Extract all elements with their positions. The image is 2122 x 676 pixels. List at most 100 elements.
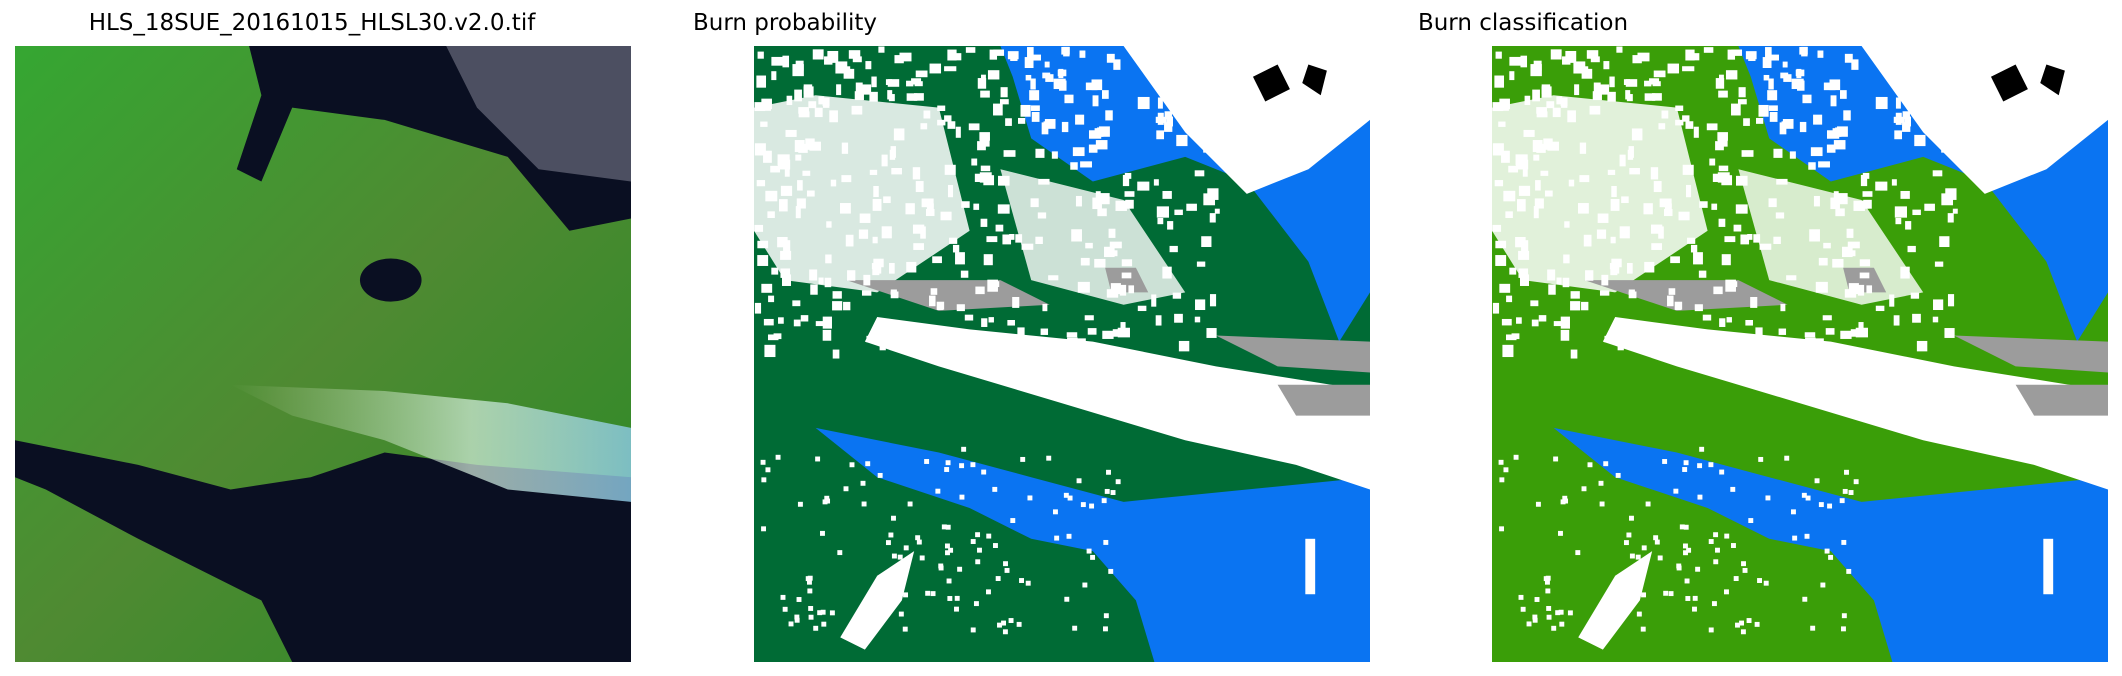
cloud-speckle (808, 605, 814, 611)
cloud-speckle (1053, 344, 1061, 355)
burn-classification-map (1492, 46, 2108, 662)
cloud-speckle (1713, 286, 1723, 295)
cloud-speckle (797, 501, 803, 507)
cloud-speckle (1805, 337, 1816, 349)
cloud-speckle (1200, 48, 1209, 58)
cloud-speckle (1518, 185, 1531, 196)
cloud-speckle (1668, 288, 1676, 295)
cloud-speckle (1164, 55, 1172, 64)
cloud-speckle (1061, 121, 1069, 133)
cloud-speckle (1721, 254, 1731, 266)
cloud-speckle (906, 261, 917, 273)
cloud-speckle (823, 100, 830, 108)
cloud-speckle (1533, 154, 1540, 161)
cloud-speckle (1536, 111, 1548, 118)
cloud-speckle (1679, 524, 1685, 530)
cloud-speckle (1658, 340, 1669, 349)
cloud-speckle (907, 501, 913, 507)
cloud-speckle (1724, 533, 1730, 539)
cloud-speckle (992, 543, 998, 548)
cloud-speckle (1853, 479, 1859, 485)
cloud-speckle (1536, 143, 1546, 153)
cloud-speckle (1815, 281, 1828, 293)
cloud-speckle (1574, 84, 1580, 96)
cloud-speckle (968, 123, 980, 131)
cloud-speckle (1844, 469, 1849, 475)
cloud-speckle (1492, 302, 1500, 314)
cloud-speckle (761, 526, 767, 532)
cloud-speckle (767, 211, 775, 218)
cloud-speckle (1670, 256, 1680, 264)
cloud-speckle (916, 539, 922, 545)
cloud-speckle (1857, 284, 1865, 296)
cloud-speckle (1661, 110, 1669, 119)
cloud-speckle (1551, 625, 1557, 631)
cloud-speckle (782, 606, 788, 612)
cloud-speckle (1604, 335, 1612, 343)
cloud-speckle (1762, 57, 1772, 68)
cloud-speckle (1952, 208, 1958, 214)
cloud-speckle (848, 50, 861, 59)
cloud-speckle (1875, 305, 1885, 312)
cloud-speckle (778, 199, 788, 212)
cloud-speckle (843, 486, 849, 492)
cloud-speckle (1947, 294, 1955, 307)
cloud-speckle (1699, 350, 1710, 362)
cloud-speckle (798, 111, 810, 118)
cloud-speckle (1577, 203, 1589, 214)
cloud-speckle (1043, 121, 1055, 127)
cloud-speckle (987, 70, 1000, 80)
cloud-speckle (1740, 629, 1746, 635)
cloud-speckle (1724, 589, 1729, 595)
cloud-speckle (1095, 140, 1108, 150)
cloud-speckle (1141, 55, 1150, 64)
cloud-speckle (948, 547, 954, 553)
cloud-speckle (1682, 164, 1694, 175)
cloud-speckle (1157, 97, 1163, 109)
cloud-shadow-area (2015, 384, 2108, 416)
cloud-speckle (1051, 151, 1058, 159)
cloud-speckle (1530, 300, 1539, 307)
cloud-speckle (1162, 190, 1172, 199)
cloud-speckle (1939, 122, 1950, 130)
cloud-speckle (1174, 313, 1183, 323)
cloud-speckle (1092, 197, 1102, 210)
cloud-speckle (754, 302, 762, 314)
cloud-speckle (1889, 294, 1895, 307)
cloud-speckle (1565, 50, 1577, 63)
cloud-speckle (1745, 319, 1753, 326)
cloud-speckle (780, 594, 786, 600)
cloud-speckle (1718, 218, 1726, 227)
cloud-speckle (1498, 459, 1504, 465)
cloud-speckle (1673, 353, 1682, 362)
cloud-speckle (832, 291, 842, 299)
cloud-speckle (906, 80, 914, 87)
cloud-speckle (1172, 292, 1182, 299)
cloud-speckle (795, 206, 801, 219)
cloud-speckle (1823, 82, 1836, 91)
cloud-speckle (1842, 488, 1848, 494)
cloud-speckle (1610, 267, 1618, 276)
cloud-speckle (1085, 82, 1098, 91)
cloud-speckle (867, 594, 873, 600)
cloud-speckle (1692, 606, 1697, 612)
cloud-speckle (1611, 258, 1622, 268)
cloud-speckle (1063, 492, 1069, 498)
cloud-speckle (1137, 305, 1147, 312)
cloud-speckle (1792, 535, 1798, 541)
cloud-speckle (1084, 315, 1094, 321)
cloud-speckle (1685, 121, 1694, 129)
cloud-speckle (1546, 614, 1552, 620)
cloud-speckle (1194, 170, 1205, 177)
nodata-area (1302, 64, 1327, 96)
cloud-speckle (1610, 198, 1620, 211)
cloud-speckle (1799, 121, 1807, 133)
cloud-speckle (1828, 554, 1834, 560)
cloud-speckle (1739, 345, 1748, 355)
cloud-speckle (1875, 181, 1888, 191)
cloud-speckle (1683, 550, 1688, 556)
cloud-speckle (925, 590, 931, 596)
cloud-speckle (841, 142, 849, 154)
cloud-speckle (912, 224, 925, 234)
cloud-speckle (1904, 116, 1912, 127)
